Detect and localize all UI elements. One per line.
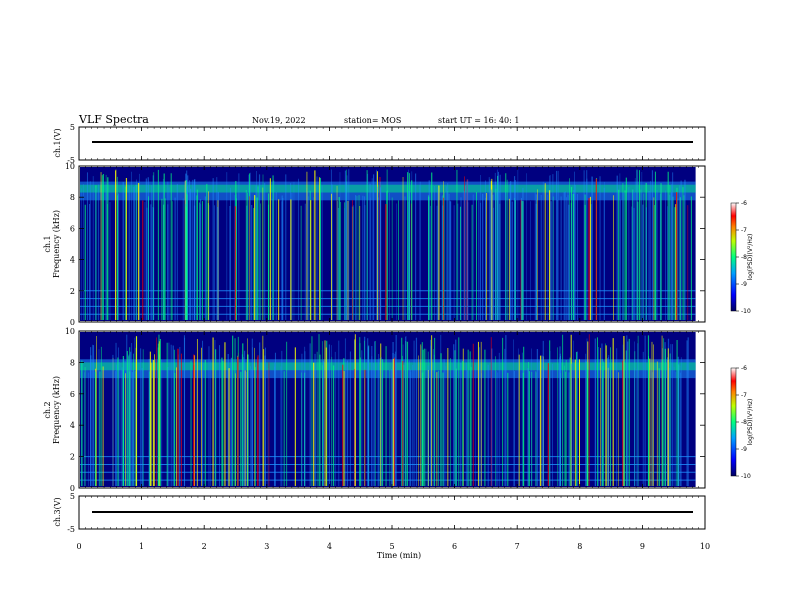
x-tick-label: 5 (389, 542, 394, 551)
y-tick-label: 4 (70, 421, 75, 430)
x-tick-label: 0 (76, 542, 81, 551)
ch2-colorbar-label: log(PSD)(V²/Hz) (747, 399, 754, 446)
date-label: Nov.19, 2022 (252, 116, 306, 125)
y-tick-label: 4 (70, 256, 75, 265)
colorbar-tick-label: -9 (741, 281, 747, 288)
colorbar-tick-label: -10 (741, 473, 751, 480)
x-tick-label: 4 (327, 542, 332, 551)
colorbar-tick-label: -9 (741, 446, 747, 453)
y-tick-label: 10 (65, 162, 75, 171)
start-time-label: start UT = 16: 40: 1 (438, 116, 519, 125)
colorbar-tick-label: -8 (741, 419, 747, 426)
ch1-spec-ylabel-2: Frequency (kHz) (52, 210, 61, 278)
ch1-colorbar-label: log(PSD)(V²/Hz) (747, 234, 754, 281)
colorbar-tick-label: -6 (741, 200, 747, 207)
colorbar-tick-label: -6 (741, 365, 747, 372)
x-tick-label: 9 (640, 542, 645, 551)
x-axis-label: Time (min) (377, 551, 421, 560)
x-tick-label: 7 (515, 542, 520, 551)
y-tick-label: 0 (70, 484, 75, 493)
y-tick-label: 8 (70, 358, 75, 367)
x-tick-label: 1 (139, 542, 144, 551)
x-tick-label: 3 (264, 542, 269, 551)
colorbar-tick-label: -7 (741, 227, 747, 234)
ch1-spec-ylabel-1: ch.1 (43, 235, 52, 252)
x-tick-label: 6 (452, 542, 457, 551)
colorbar-tick-label: -8 (741, 254, 747, 261)
x-tick-label: 10 (700, 542, 710, 551)
y-tick-label: 6 (70, 224, 75, 233)
spectrogram-band (80, 362, 696, 371)
colorbar-tick-label: -7 (741, 392, 747, 399)
ch1-waveform-frame (78, 126, 706, 161)
ch1-waveform-ylabel: ch.1(V) (53, 128, 62, 157)
y-tick-label: 0 (70, 318, 75, 327)
station-label: station= MOS (344, 116, 401, 125)
spectrogram-band (80, 184, 696, 193)
spectrogram-background (80, 332, 696, 487)
colorbar-tick-label: -10 (741, 308, 751, 315)
ch1-colorbar (730, 202, 737, 312)
ch3-waveform-ylabel: ch.3(V) (53, 497, 62, 526)
ch2-spec-ylabel-1: ch.2 (43, 401, 52, 418)
ch2-spectrogram (80, 332, 696, 487)
y-tick-label: 10 (65, 327, 75, 336)
y-tick-label: 6 (70, 390, 75, 399)
ch2-colorbar (730, 367, 737, 477)
ch1-spectrogram (80, 167, 696, 321)
y-tick-label: -5 (67, 525, 75, 534)
y-tick-label: 5 (70, 123, 75, 132)
x-tick-label: 2 (202, 542, 207, 551)
axis-ticks: 0 1 2 3 4 5 6 7 8 9 105-55-502468100246810-6-7-8-9… (65, 123, 751, 551)
figure-title: VLF Spectra (78, 113, 149, 126)
y-tick-label: 5 (70, 492, 75, 501)
ch2-spec-ylabel-2: Frequency (kHz) (52, 376, 61, 444)
y-tick-label: 2 (70, 287, 75, 296)
spectrogram-band (80, 181, 696, 201)
y-tick-label: 8 (70, 193, 75, 202)
y-tick-label: -5 (67, 156, 75, 165)
x-tick-label: 8 (577, 542, 582, 551)
y-tick-label: 2 (70, 453, 75, 462)
